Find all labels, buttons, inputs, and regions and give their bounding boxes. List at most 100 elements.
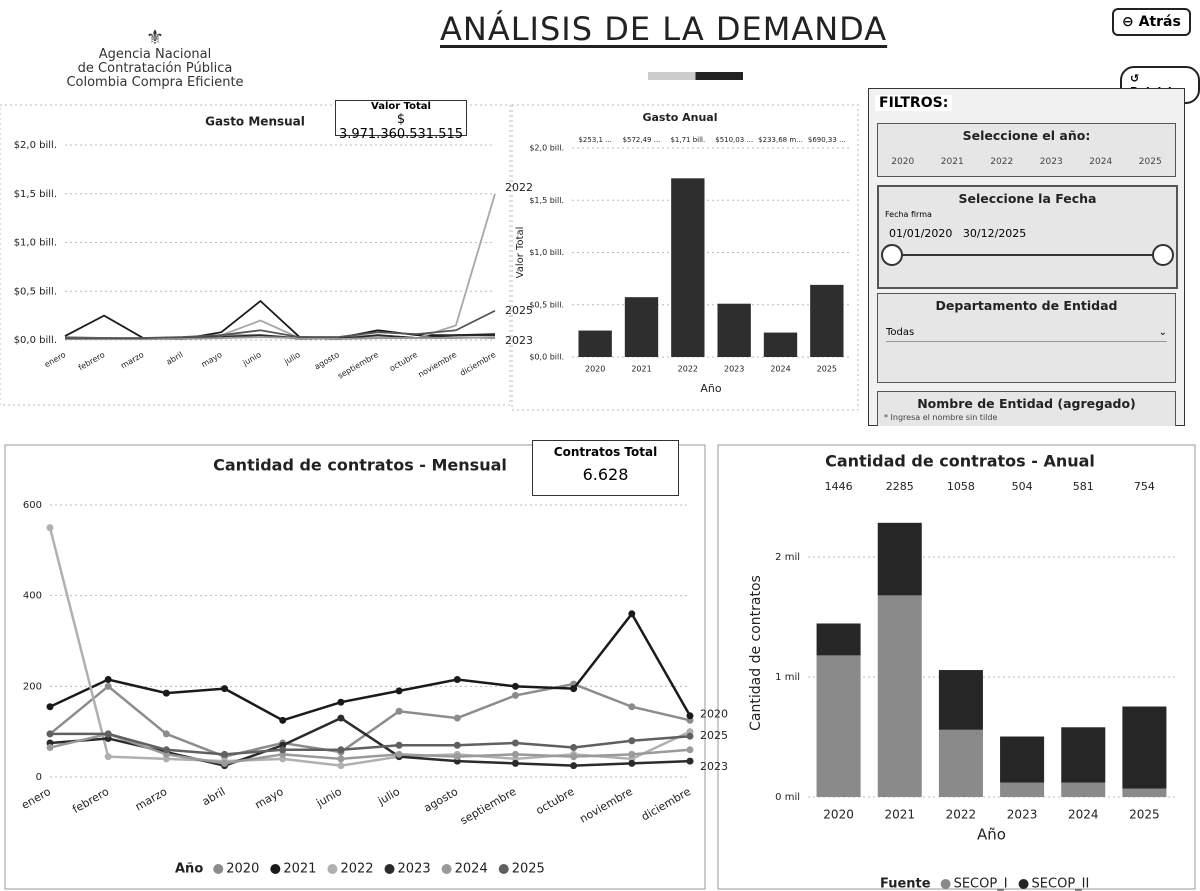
end-label: 2023 (505, 334, 533, 347)
value-label: $572,49 ... (623, 136, 661, 144)
series-point (570, 685, 578, 693)
filters-panel: FILTROS: Seleccione el año: 2020 2021 20… (868, 88, 1185, 426)
slider-handle[interactable] (1152, 244, 1174, 266)
series-point (453, 741, 461, 749)
chart-title: Gasto Anual (642, 111, 717, 124)
series-point (46, 703, 54, 711)
series-point (570, 744, 578, 752)
date-filter: Seleccione la Fecha Fecha firma 01/01/20… (877, 185, 1178, 289)
legend-title: Fuente (880, 877, 931, 891)
legend-swatch (498, 864, 509, 874)
year-option[interactable]: 2024 (1089, 157, 1113, 167)
series-point (162, 689, 170, 697)
series-point (453, 753, 461, 761)
dropdown-arrow: ⌄ (1158, 327, 1167, 338)
chart-title: Gasto Mensual (205, 115, 305, 129)
legend-swatch (327, 864, 338, 874)
total-label: 1058 (947, 480, 975, 493)
series-point (104, 676, 112, 684)
series-point (104, 730, 112, 738)
series-point (570, 753, 578, 761)
date-from[interactable]: 01/01/2020 (889, 227, 953, 240)
y-tick-label: $0,5 bill. (14, 286, 57, 297)
panel (717, 444, 1196, 890)
bar-segment (816, 623, 861, 656)
end-label: 2025 (505, 304, 533, 317)
legend-label: 2021 (283, 862, 316, 877)
value-label: $253,1 ... (578, 136, 611, 144)
series-point (46, 524, 54, 532)
year-option[interactable]: 2025 (1138, 157, 1162, 167)
total-value-card: Valor Total $ 3.971.360.531.515 (335, 100, 467, 142)
y-tick-label: $1,0 bill. (14, 238, 57, 249)
legend-label: 2022 (340, 862, 373, 877)
chart-title: Cantidad de contratos - Mensual (213, 456, 507, 475)
series-point (162, 730, 170, 738)
page-title: ANÁLISIS DE LA DEMANDA (440, 10, 888, 48)
date-to[interactable]: 30/12/2025 (962, 227, 1027, 240)
x-tick-label: 2020 (585, 365, 605, 374)
bar (717, 303, 751, 357)
series-point (395, 707, 403, 715)
bar (671, 178, 705, 357)
logo-icon: ⚜ (146, 25, 164, 49)
x-tick-label: 2022 (946, 808, 977, 822)
department-filter: Departamento de Entidad Todas ⌄ (877, 293, 1176, 383)
slider-handle[interactable] (881, 244, 903, 266)
bar-segment (877, 595, 922, 797)
series-line (49, 732, 691, 765)
series-point (628, 759, 636, 767)
series-point (221, 750, 229, 758)
bar (810, 284, 844, 357)
bar (578, 330, 612, 357)
total-contracts-card: Contratos Total 6.628 (532, 440, 679, 496)
end-label: 2023 (700, 760, 728, 773)
bar-segment (1000, 782, 1045, 797)
value-label: $510,03 ... (715, 136, 753, 144)
year-option[interactable]: 2020 (891, 157, 915, 167)
page-indicator (648, 72, 743, 80)
year-option[interactable]: 2023 (1039, 157, 1063, 167)
department-dropdown[interactable]: Todas ⌄ (886, 327, 1167, 342)
series-point (453, 676, 461, 684)
y-axis-label: Cantidad de contratos (748, 575, 764, 731)
entity-hint: * Ingresa el nombre sin tilde (884, 413, 998, 422)
date-range: 01/01/2020 30/12/2025 (889, 227, 1176, 240)
series-point (46, 744, 54, 752)
end-label: 2022 (505, 181, 533, 194)
bar-segment (938, 729, 983, 797)
y-tick-label: $1,5 bill. (529, 196, 564, 205)
legend-swatch (384, 864, 395, 874)
year-option[interactable]: 2021 (940, 157, 964, 167)
series-point (453, 714, 461, 722)
total-label: 504 (1012, 480, 1033, 493)
series-point (337, 698, 345, 706)
back-button[interactable]: ⊖ Atrás (1112, 8, 1191, 36)
year-option[interactable]: 2022 (990, 157, 1014, 167)
series-point (46, 730, 54, 738)
x-tick-label: 2024 (1068, 808, 1099, 822)
series-point (395, 687, 403, 695)
bar (763, 332, 798, 357)
series-point (279, 716, 287, 724)
bar-segment (1122, 788, 1167, 797)
value-label: $233,68 m... (758, 136, 803, 144)
y-tick-label: $2,0 bill. (529, 144, 564, 153)
y-tick-label: $0,5 bill. (529, 300, 564, 309)
value-label: $690,33 ... (808, 136, 846, 144)
legend-swatch (940, 879, 951, 889)
bar-segment (938, 670, 983, 730)
logo-line: Colombia Compra Eficiente (66, 75, 244, 90)
logo: ⚜ Agencia Nacional de Contratación Públi… (40, 25, 270, 90)
series-point (511, 759, 519, 767)
series-point (337, 762, 345, 770)
y-tick-label: 1 mil (775, 672, 800, 683)
series-line (65, 309, 496, 339)
legend-label: 2025 (512, 862, 545, 877)
series-line (50, 732, 691, 756)
series-line (49, 611, 692, 722)
series-point (686, 732, 694, 740)
x-tick-label: 2025 (1129, 808, 1160, 822)
total-label: 1446 (825, 480, 853, 493)
